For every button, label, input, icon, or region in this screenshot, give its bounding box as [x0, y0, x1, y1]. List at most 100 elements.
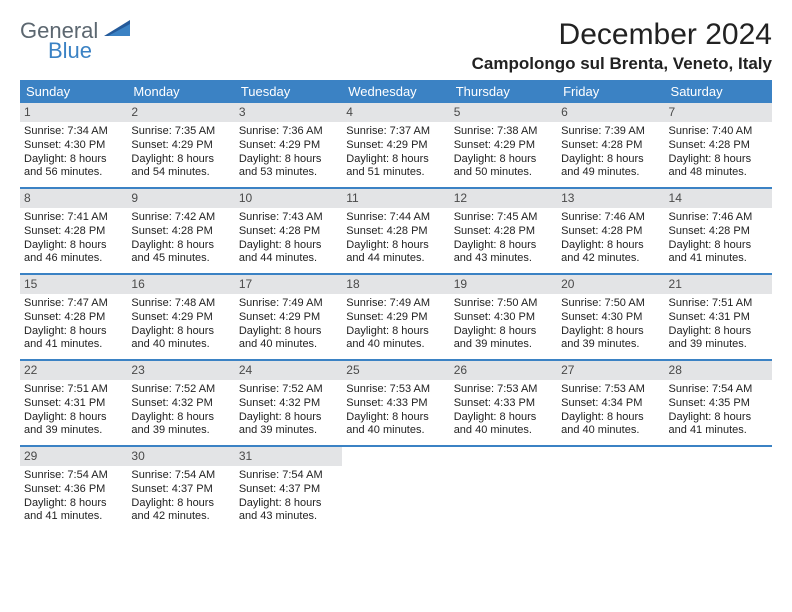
day-cell: .: [557, 447, 664, 533]
sunrise-line: Sunrise: 7:46 AM: [669, 211, 768, 225]
logo-triangle-icon: [104, 18, 130, 38]
day-cell: 2Sunrise: 7:35 AMSunset: 4:29 PMDaylight…: [127, 103, 234, 187]
day-number: 9: [127, 189, 234, 208]
day-cell: .: [342, 447, 449, 533]
sunrise-line: Sunrise: 7:37 AM: [346, 125, 445, 139]
sunset-line: Sunset: 4:29 PM: [131, 139, 230, 153]
sunset-line: Sunset: 4:36 PM: [24, 483, 123, 497]
sunset-line: Sunset: 4:28 PM: [669, 225, 768, 239]
daylight-line: Daylight: 8 hours and 40 minutes.: [454, 411, 553, 439]
sunrise-line: Sunrise: 7:36 AM: [239, 125, 338, 139]
sunrise-line: Sunrise: 7:40 AM: [669, 125, 768, 139]
daylight-line: Daylight: 8 hours and 41 minutes.: [669, 411, 768, 439]
sunset-line: Sunset: 4:30 PM: [24, 139, 123, 153]
day-cell: 24 Sunrise: 7:52 AMSunset: 4:32 PMDayligh…: [235, 361, 342, 445]
daylight-line: Daylight: 8 hours and 51 minutes.: [346, 153, 445, 181]
week-row: 15Sunrise: 7:47 AMSunset: 4:28 PMDayligh…: [20, 275, 772, 361]
sunrise-line: Sunrise: 7:53 AM: [346, 383, 445, 397]
day-cell: 15Sunrise: 7:47 AMSunset: 4:28 PMDayligh…: [20, 275, 127, 359]
day-cell: 3Sunrise: 7:36 AMSunset: 4:29 PMDaylight…: [235, 103, 342, 187]
daylight-line: Daylight: 8 hours and 41 minutes.: [669, 239, 768, 267]
daylight-line: Daylight: 8 hours and 44 minutes.: [239, 239, 338, 267]
sunset-line: Sunset: 4:29 PM: [239, 139, 338, 153]
sunset-line: Sunset: 4:32 PM: [131, 397, 230, 411]
day-number: 22: [20, 361, 127, 380]
sunrise-line: Sunrise: 7:49 AM: [346, 297, 445, 311]
sunset-line: Sunset: 4:31 PM: [669, 311, 768, 325]
daylight-line: Daylight: 8 hours and 39 minutes.: [561, 325, 660, 353]
calendar: SundayMondayTuesdayWednesdayThursdayFrid…: [20, 80, 772, 533]
sunrise-line: Sunrise: 7:38 AM: [454, 125, 553, 139]
dow-cell: Thursday: [450, 80, 557, 103]
dow-cell: Saturday: [665, 80, 772, 103]
sunset-line: Sunset: 4:29 PM: [239, 311, 338, 325]
dow-cell: Wednesday: [342, 80, 449, 103]
sunset-line: Sunset: 4:28 PM: [24, 311, 123, 325]
day-number: 8: [20, 189, 127, 208]
dow-cell: Friday: [557, 80, 664, 103]
sunrise-line: Sunrise: 7:48 AM: [131, 297, 230, 311]
day-cell: 28Sunrise: 7:54 AMSunset: 4:35 PMDayligh…: [665, 361, 772, 445]
sunset-line: Sunset: 4:29 PM: [346, 311, 445, 325]
day-cell: 14Sunrise: 7:46 AMSunset: 4:28 PMDayligh…: [665, 189, 772, 273]
day-number: 19: [450, 275, 557, 294]
sunset-line: Sunset: 4:33 PM: [454, 397, 553, 411]
day-cell: 1Sunrise: 7:34 AMSunset: 4:30 PMDaylight…: [20, 103, 127, 187]
sunrise-line: Sunrise: 7:53 AM: [454, 383, 553, 397]
day-cell: 22Sunrise: 7:51 AMSunset: 4:31 PMDayligh…: [20, 361, 127, 445]
daylight-line: Daylight: 8 hours and 40 minutes.: [346, 411, 445, 439]
day-cell: 16Sunrise: 7:48 AMSunset: 4:29 PMDayligh…: [127, 275, 234, 359]
sunset-line: Sunset: 4:28 PM: [239, 225, 338, 239]
day-number: 3: [235, 103, 342, 122]
sunrise-line: Sunrise: 7:41 AM: [24, 211, 123, 225]
sunset-line: Sunset: 4:30 PM: [454, 311, 553, 325]
sunset-line: Sunset: 4:32 PM: [239, 397, 338, 411]
day-number: 31: [235, 447, 342, 466]
day-number: 24: [235, 361, 342, 380]
daylight-line: Daylight: 8 hours and 44 minutes.: [346, 239, 445, 267]
day-number: 11: [342, 189, 449, 208]
dow-cell: Monday: [127, 80, 234, 103]
day-cell: 20Sunrise: 7:50 AMSunset: 4:30 PMDayligh…: [557, 275, 664, 359]
day-number: 13: [557, 189, 664, 208]
daylight-line: Daylight: 8 hours and 40 minutes.: [561, 411, 660, 439]
sunset-line: Sunset: 4:28 PM: [561, 225, 660, 239]
week-row: 1Sunrise: 7:34 AMSunset: 4:30 PMDaylight…: [20, 103, 772, 189]
daylight-line: Daylight: 8 hours and 40 minutes.: [239, 325, 338, 353]
day-cell: 29Sunrise: 7:54 AMSunset: 4:36 PMDayligh…: [20, 447, 127, 533]
sunset-line: Sunset: 4:28 PM: [346, 225, 445, 239]
sunrise-line: Sunrise: 7:52 AM: [131, 383, 230, 397]
sunset-line: Sunset: 4:30 PM: [561, 311, 660, 325]
day-number: 4: [342, 103, 449, 122]
day-cell: 11Sunrise: 7:44 AMSunset: 4:28 PMDayligh…: [342, 189, 449, 273]
sunrise-line: Sunrise: 7:39 AM: [561, 125, 660, 139]
day-number: 18: [342, 275, 449, 294]
daylight-line: Daylight: 8 hours and 40 minutes.: [131, 325, 230, 353]
week-row: 8Sunrise: 7:41 AMSunset: 4:28 PMDaylight…: [20, 189, 772, 275]
week-row: 22Sunrise: 7:51 AMSunset: 4:31 PMDayligh…: [20, 361, 772, 447]
day-cell: 27Sunrise: 7:53 AMSunset: 4:34 PMDayligh…: [557, 361, 664, 445]
sunrise-line: Sunrise: 7:54 AM: [131, 469, 230, 483]
day-cell: 13Sunrise: 7:46 AMSunset: 4:28 PMDayligh…: [557, 189, 664, 273]
sunrise-line: Sunrise: 7:49 AM: [239, 297, 338, 311]
sunset-line: Sunset: 4:29 PM: [131, 311, 230, 325]
day-cell: 5Sunrise: 7:38 AMSunset: 4:29 PMDaylight…: [450, 103, 557, 187]
sunset-line: Sunset: 4:29 PM: [346, 139, 445, 153]
sunrise-line: Sunrise: 7:34 AM: [24, 125, 123, 139]
header: General Blue December 2024 Campolongo su…: [20, 18, 772, 74]
daylight-line: Daylight: 8 hours and 41 minutes.: [24, 497, 123, 525]
logo-text: General Blue: [20, 18, 130, 62]
sunrise-line: Sunrise: 7:50 AM: [561, 297, 660, 311]
month-title: December 2024: [472, 18, 772, 52]
daylight-line: Daylight: 8 hours and 42 minutes.: [131, 497, 230, 525]
sunrise-line: Sunrise: 7:52 AM: [239, 383, 338, 397]
sunset-line: Sunset: 4:31 PM: [24, 397, 123, 411]
week-row: 29Sunrise: 7:54 AMSunset: 4:36 PMDayligh…: [20, 447, 772, 533]
sunrise-line: Sunrise: 7:47 AM: [24, 297, 123, 311]
sunrise-line: Sunrise: 7:53 AM: [561, 383, 660, 397]
day-cell: 8Sunrise: 7:41 AMSunset: 4:28 PMDaylight…: [20, 189, 127, 273]
day-cell: 31Sunrise: 7:54 AMSunset: 4:37 PMDayligh…: [235, 447, 342, 533]
daylight-line: Daylight: 8 hours and 49 minutes.: [561, 153, 660, 181]
daylight-line: Daylight: 8 hours and 39 minutes.: [239, 411, 338, 439]
sunset-line: Sunset: 4:28 PM: [24, 225, 123, 239]
